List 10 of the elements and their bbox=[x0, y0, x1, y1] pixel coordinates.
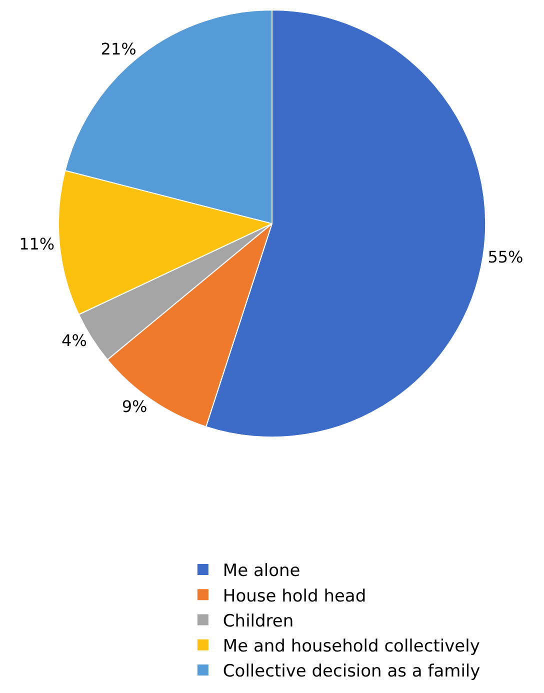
legend-label: House hold head bbox=[222, 586, 366, 606]
legend-label: Me alone bbox=[222, 561, 300, 582]
data-label: 21% bbox=[100, 39, 136, 58]
data-label: 4% bbox=[62, 331, 87, 350]
legend-label: Children bbox=[222, 611, 294, 632]
data-label: 55% bbox=[488, 248, 524, 267]
data-label: 9% bbox=[122, 397, 148, 416]
data-label: 11% bbox=[19, 234, 55, 254]
legend-label: Me and household collectively bbox=[222, 636, 480, 656]
legend-label: Collective decision as a family bbox=[222, 662, 480, 682]
